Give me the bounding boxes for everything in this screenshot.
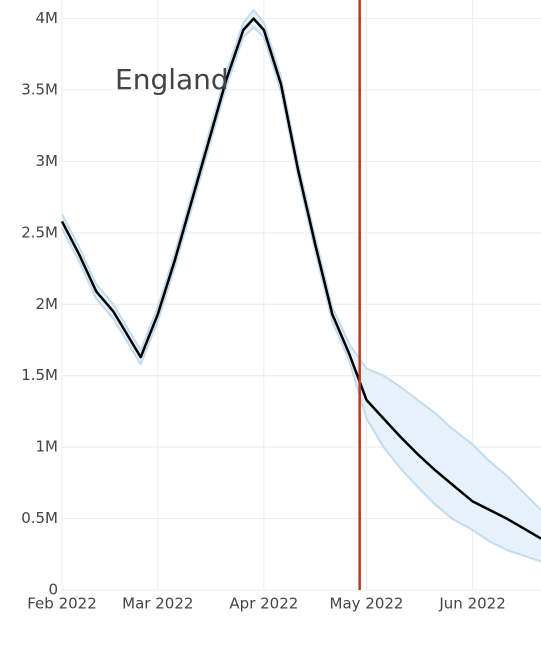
y-tick-label: 3.5M [21, 81, 58, 99]
plot [60, 0, 541, 590]
y-tick-label: 0 [48, 581, 58, 599]
y-tick-label: 1.5M [21, 366, 58, 384]
x-tick-label: Jun 2022 [438, 595, 505, 613]
y-tick-label: 3M [36, 152, 59, 170]
x-tick-label: Mar 2022 [122, 595, 193, 613]
y-tick-label: 2M [36, 295, 59, 313]
y-tick-label: 1M [36, 438, 59, 456]
y-tick-label: 2.5M [21, 223, 58, 241]
band-edge [61, 26, 541, 563]
band-edge [61, 9, 541, 511]
band-fill [62, 10, 541, 562]
y-tick-label: 4M [36, 9, 59, 27]
annotation: England [115, 63, 229, 96]
x-tick-label: Apr 2022 [229, 595, 298, 613]
series-line [60, 17, 541, 540]
x-tick-label: May 2022 [330, 595, 404, 613]
y-tick-label: 0.5M [21, 509, 58, 527]
x-tick-label: Feb 2022 [27, 595, 97, 613]
